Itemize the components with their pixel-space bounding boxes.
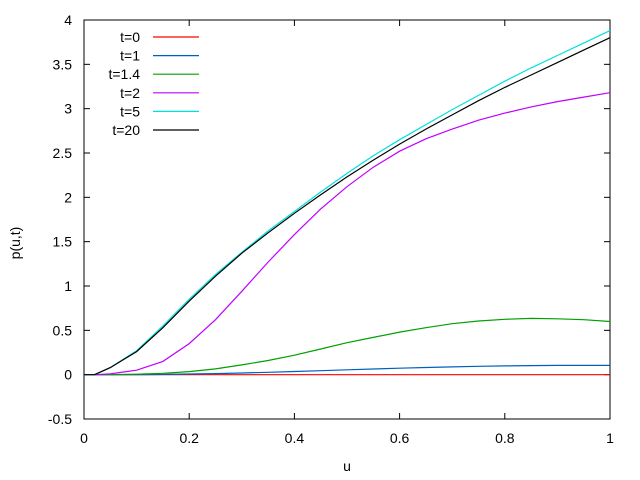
- x-tick-label: 0.4: [285, 430, 305, 446]
- legend-label: t=2: [120, 85, 140, 101]
- series-line-t=1.4: [84, 317, 611, 376]
- x-tick-label: 0.6: [390, 430, 410, 446]
- plot-frame: [83, 19, 611, 420]
- legend-label: t=1: [120, 48, 140, 64]
- series-line-t=20: [84, 37, 611, 376]
- x-tick-label: 0.2: [179, 430, 199, 446]
- y-tick-label: 1: [64, 278, 72, 294]
- y-tick-label: 0: [64, 367, 72, 383]
- plot-area: -0.5 0 0.5 1 1.5 2 2.5 3 3.5 4 0 0.2 0.4 0.6 0.8 1 t=0 t=…: [48, 12, 614, 446]
- legend-label: t=1.4: [108, 66, 140, 82]
- y-tick-label: -0.5: [48, 411, 72, 427]
- y-tick-label: 2: [64, 189, 72, 205]
- x-tick-label: 0.8: [495, 430, 515, 446]
- y-tick-label: 3.5: [53, 56, 73, 72]
- legend-label: t=0: [120, 29, 140, 45]
- y-axis-label: p(u,t): [7, 227, 23, 260]
- y-tick-label: 0.5: [53, 322, 73, 338]
- y-tick-label: 3: [64, 101, 72, 117]
- series-line-t=1: [84, 364, 610, 376]
- series-line-t=5: [84, 30, 611, 376]
- x-tick-label: 0: [80, 430, 88, 446]
- y-tick-label: 4: [64, 12, 72, 28]
- series-line-t=2: [84, 92, 611, 376]
- y-tick-label: 1.5: [53, 234, 73, 250]
- y-tick-label: 2.5: [53, 145, 73, 161]
- x-tick-label: 1: [606, 430, 614, 446]
- legend-label: t=20: [112, 122, 140, 138]
- x-axis-label: u: [343, 458, 351, 474]
- legend-label: t=5: [120, 103, 140, 119]
